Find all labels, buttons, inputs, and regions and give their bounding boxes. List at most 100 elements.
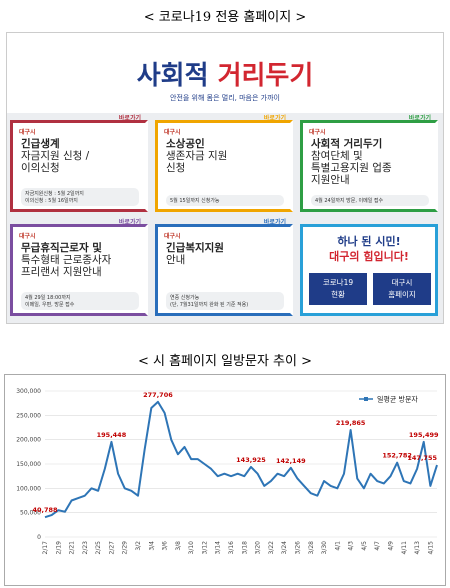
- title-main: 거리두기: [217, 61, 314, 91]
- x-tick-label: 3/30: [321, 541, 328, 555]
- note-line: 연중 신청가능: [170, 295, 200, 301]
- promo-line: 대구의 힘입니다!: [329, 250, 409, 263]
- y-tick-label: 50,000: [20, 510, 41, 517]
- promo-line: 하나 된 시민!: [337, 235, 401, 248]
- x-tick-label: 4/15: [427, 541, 434, 555]
- y-tick-label: 250,000: [16, 412, 41, 419]
- x-tick-label: 2/23: [82, 541, 89, 555]
- note-line: (단, 7월31일까지 완화 된 기준 적용): [170, 302, 249, 308]
- data-label: 147,755: [407, 454, 437, 462]
- card-line: 신청: [166, 162, 186, 174]
- card-line: 프리랜서 지원안내: [21, 266, 102, 278]
- tag: 대구시: [164, 129, 181, 136]
- note-line: 4월 29일 18:00까지: [25, 295, 71, 301]
- note: 4월 24일까지 방문, 이메일 접수: [311, 195, 429, 206]
- y-tick-label: 0: [37, 534, 41, 541]
- legend-label: 일평균 방문자: [377, 395, 418, 404]
- note: 4월 29일 18:00까지 이메일, 우편, 방문 접수: [21, 292, 139, 310]
- banner-header: 사회적 거리두기 안전을 위해 몸은 멀리, 마음은 가까이: [7, 33, 443, 113]
- card-line: 지원안내: [311, 174, 350, 186]
- card-line: 특별고용지원 업종: [311, 162, 392, 174]
- x-tick-label: 3/18: [241, 541, 248, 555]
- x-tick-label: 3/28: [308, 541, 315, 555]
- x-tick-label: 2/25: [95, 541, 102, 555]
- button[interactable]: 코로나19 현황: [309, 273, 367, 305]
- data-label: 195,448: [97, 431, 127, 439]
- slogan: 안전을 위해 몸은 멀리, 마음은 가까이: [170, 94, 280, 102]
- tag: 대구시: [19, 129, 36, 136]
- y-tick-label: 200,000: [16, 437, 41, 444]
- x-tick-label: 3/2: [135, 541, 142, 551]
- y-tick-label: 150,000: [16, 461, 41, 468]
- x-tick-label: 4/13: [414, 541, 421, 555]
- x-tick-label: 3/14: [215, 541, 222, 555]
- card-line: 무급휴직근로자 및: [21, 242, 102, 254]
- x-tick-label: 3/20: [255, 541, 262, 555]
- card-line: 생존자금 지원: [166, 150, 228, 162]
- tag: 대구시: [19, 233, 36, 240]
- x-tick-label: 3/10: [188, 541, 195, 555]
- note-line: 자금지원신청 : 5월 2일까지: [25, 191, 84, 197]
- card[interactable]: 바로가기 대구시 무급휴직근로자 및 특수형태 근로종사자 프리랜서 지원안내 4월 29…: [10, 219, 148, 316]
- x-tick-label: 4/1: [334, 541, 341, 551]
- x-tick-label: 4/5: [361, 541, 368, 551]
- chart: 0 50,000 100,000 150,000 200,000 250,000 300,0…: [4, 374, 446, 586]
- card-line: 사회적 거리두기: [311, 138, 383, 150]
- y-tick-label: 300,000: [16, 388, 41, 395]
- data-label: 195,499: [409, 431, 439, 439]
- title-lead: 사회적: [136, 61, 209, 91]
- x-tick-label: 4/9: [387, 541, 394, 551]
- button-text: 대구시: [391, 278, 413, 287]
- note-line: 이의신청 : 5월 16일까지: [25, 198, 78, 204]
- note-line: 5월 15일까지 신청가능: [170, 198, 220, 204]
- series-line: [44, 400, 438, 519]
- data-label: 152,782: [382, 452, 412, 460]
- note: 자금지원신청 : 5월 2일까지 이의신청 : 5월 16일까지: [21, 188, 139, 206]
- x-tick-label: 4/7: [374, 541, 381, 551]
- card[interactable]: 바로가기 대구시 긴급복지지원 안내 연중 신청가능 (단, 7월31일까지 완화 된 기…: [155, 219, 293, 316]
- link: 바로가기: [118, 115, 141, 122]
- caption: < 코로나19 전용 홈페이지 >: [143, 10, 307, 25]
- link: 바로가기: [263, 219, 286, 226]
- card-line: 자금지원 신청 /: [21, 150, 90, 162]
- note-line: 4월 24일까지 방문, 이메일 접수: [315, 198, 384, 204]
- button-text: 현황: [331, 290, 345, 299]
- card-line: 참여단체 및: [311, 150, 363, 162]
- x-tick-label: 3/24: [281, 541, 288, 555]
- x-tick-label: 2/27: [108, 541, 115, 555]
- note: 5월 15일까지 신청가능: [166, 195, 284, 206]
- x-tick-label: 3/4: [148, 541, 155, 551]
- card[interactable]: 바로가기 대구시 긴급생계 자금지원 신청 / 이의신청 자금지원신청 : 5월 2일까지…: [10, 115, 148, 212]
- banner-title: 사회적 거리두기: [7, 55, 443, 92]
- link: 바로가기: [118, 219, 141, 226]
- data-label: 277,706: [143, 391, 173, 399]
- tag: 대구시: [164, 233, 181, 240]
- x-tick-label: 4/11: [401, 541, 408, 555]
- tag: 대구시: [309, 129, 326, 136]
- x-tick-label: 3/12: [201, 541, 208, 555]
- x-tick-label: 4/3: [348, 541, 355, 551]
- x-tick-label: 3/22: [268, 541, 275, 555]
- card-line: 안내: [166, 254, 186, 266]
- note-line: 이메일, 우편, 방문 접수: [25, 302, 75, 308]
- data-label: 219,865: [336, 419, 366, 427]
- promo: 하나 된 시민! 대구의 힘입니다! 코로나19 현황 대구시 홈페이지: [300, 224, 438, 316]
- caption: < 시 홈페이지 일방문자 추이 >: [137, 354, 312, 369]
- x-tick-label: 2/21: [69, 541, 76, 555]
- card-line: 소상공인: [166, 138, 205, 150]
- link: 바로가기: [263, 115, 286, 122]
- button-text: 홈페이지: [388, 290, 416, 299]
- x-tick-label: 2/19: [55, 541, 62, 555]
- x-tick-label: 2/17: [42, 541, 49, 555]
- data-label: 40,788: [32, 506, 58, 514]
- x-tick-label: 3/6: [162, 541, 169, 551]
- x-tick-label: 3/8: [175, 541, 182, 551]
- x-tick-label: 2/29: [122, 541, 129, 555]
- link: 바로가기: [408, 115, 431, 122]
- y-tick-label: 100,000: [16, 485, 41, 492]
- data-label: 142,149: [276, 457, 306, 465]
